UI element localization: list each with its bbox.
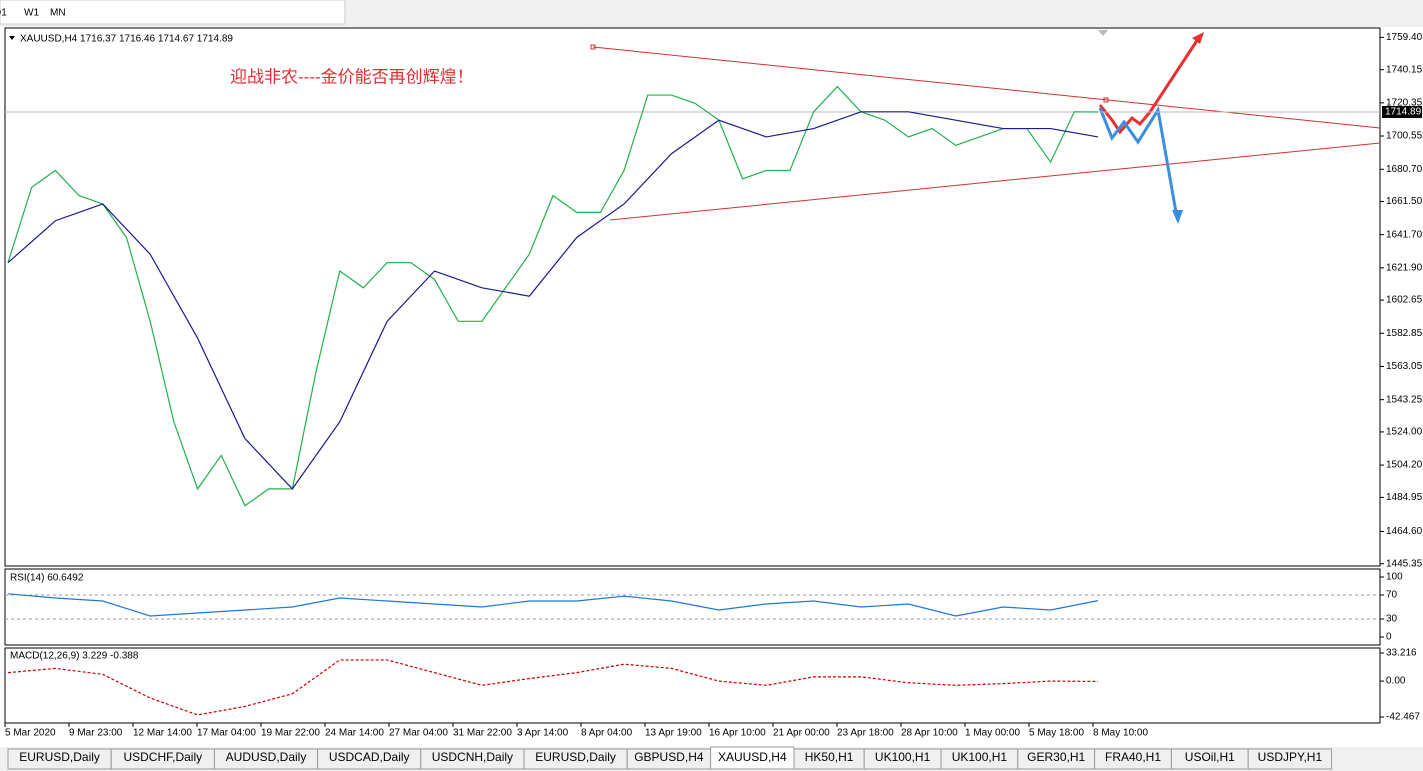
x-tick-label: 13 Apr 19:00 (645, 728, 702, 739)
y-tick-label: 30 (1386, 614, 1398, 625)
annotation: 迎战非农----金价能否再创辉煌！ (230, 67, 474, 86)
y-tick-label: 0.00 (1386, 676, 1406, 687)
rsi-label: RSI(14) 60.6492 (10, 573, 84, 584)
tab-label[interactable]: XAUUSD,H4 (718, 750, 787, 764)
y-tick-label: 1464.60 (1386, 526, 1423, 537)
price-line (7, 85, 1099, 507)
tab-label[interactable]: HK50,H1 (805, 750, 854, 764)
y-tick-label: 1641.70 (1386, 229, 1423, 240)
macd-signal (7, 659, 1099, 716)
trend-line (609, 142, 1381, 221)
last-price-label: 1714.89 (1385, 107, 1422, 118)
last-price-box (1382, 105, 1422, 118)
x-tick-label: 31 Mar 22:00 (453, 728, 512, 739)
y-tick-label: 33.216 (1386, 648, 1417, 659)
tab-label[interactable]: GER30,H1 (1027, 750, 1085, 764)
tab-label[interactable]: UK100,H1 (875, 750, 931, 764)
x-tick-label: 23 Apr 18:00 (837, 728, 894, 739)
y-tick-label: -42.467 (1386, 712, 1420, 723)
y-tick-label: 1445.35 (1386, 558, 1423, 569)
y-tick-label: 1720.35 (1386, 97, 1423, 108)
y-tick-label: 1759.40 (1386, 32, 1423, 43)
x-tick-label: 27 Mar 04:00 (389, 728, 448, 739)
y-tick-label: 1582.85 (1386, 328, 1423, 339)
x-tick-label: 12 Mar 14:00 (133, 728, 192, 739)
y-tick-label: 1680.70 (1386, 164, 1423, 175)
x-tick-label: 24 Mar 14:00 (325, 728, 384, 739)
x-tick-label: 19 Mar 22:00 (261, 728, 320, 739)
tf-button[interactable]: D1 (0, 8, 7, 19)
x-tick-label: 9 Mar 23:00 (69, 728, 123, 739)
tab-label[interactable]: USOil,H1 (1185, 750, 1235, 764)
tab-label[interactable]: UK100,H1 (952, 750, 1008, 764)
y-tick-label: 1563.05 (1386, 361, 1423, 372)
macd-label: MACD(12,26,9) 3.229 -0.388 (10, 651, 139, 662)
chart-header: XAUUSD,H4 1716.37 1716.46 1714.67 1714.8… (20, 34, 233, 45)
x-tick-label: 17 Mar 04:00 (197, 728, 256, 739)
anchor (590, 44, 596, 50)
tf-button[interactable]: W1 (24, 8, 39, 19)
x-tick-label: 8 May 10:00 (1093, 728, 1148, 739)
x-tick-label: 5 Mar 2020 (5, 728, 56, 739)
menu-arrow (9, 36, 15, 40)
anchor (1103, 97, 1109, 103)
rsi-line (7, 593, 1099, 617)
tf-button[interactable]: MN (50, 8, 66, 19)
tab-label[interactable]: USDCHF,Daily (123, 750, 202, 764)
y-tick-label: 100 (1386, 572, 1403, 583)
y-tick-label: 1524.00 (1386, 427, 1423, 438)
arrowhead (1192, 32, 1204, 44)
y-tick-label: 1602.65 (1386, 295, 1423, 306)
tab-label[interactable]: FRA40,H1 (1105, 750, 1161, 764)
y-tick-label: 1661.50 (1386, 196, 1423, 207)
tab-label[interactable]: USDJPY,H1 (1258, 750, 1323, 764)
y-tick-label: 1621.90 (1386, 262, 1423, 273)
y-tick-label: 1740.15 (1386, 64, 1423, 75)
y-tick-label: 1700.55 (1386, 131, 1423, 142)
tab-label[interactable]: EURUSD,Daily (535, 750, 616, 764)
x-tick-label: 3 Apr 14:00 (517, 728, 569, 739)
trend-line (592, 46, 1381, 129)
tab-label[interactable]: EURUSD,Daily (19, 750, 100, 764)
x-tick-label: 21 Apr 00:00 (773, 728, 830, 739)
tab-label[interactable]: AUDUSD,Daily (226, 750, 307, 764)
y-tick-label: 1543.25 (1386, 394, 1423, 405)
shift-marker (1098, 30, 1108, 36)
timeframe-bar (0, 0, 346, 25)
y-tick-label: 0 (1386, 632, 1392, 643)
moving-average (7, 111, 1099, 490)
main-panel (4, 27, 1381, 567)
rsi-panel (4, 568, 1381, 646)
x-tick-label: 28 Apr 10:00 (901, 728, 958, 739)
x-tick-label: 8 Apr 04:00 (581, 728, 633, 739)
y-tick-label: 70 (1386, 590, 1398, 601)
arrowhead (1172, 210, 1183, 224)
tab-label[interactable]: USDCNH,Daily (432, 750, 513, 764)
macd-panel (4, 647, 1381, 724)
x-tick-label: 16 Apr 10:00 (709, 728, 766, 739)
x-tick-label: 1 May 00:00 (965, 728, 1020, 739)
y-tick-label: 1504.20 (1386, 460, 1423, 471)
tab-label[interactable]: USDCAD,Daily (329, 750, 410, 764)
x-tick-label: 5 May 18:00 (1029, 728, 1084, 739)
forecast-down (1098, 105, 1179, 219)
tab-label[interactable]: GBPUSD,H4 (634, 750, 704, 764)
tab[interactable] (1247, 748, 1333, 770)
y-tick-label: 1484.95 (1386, 492, 1423, 503)
